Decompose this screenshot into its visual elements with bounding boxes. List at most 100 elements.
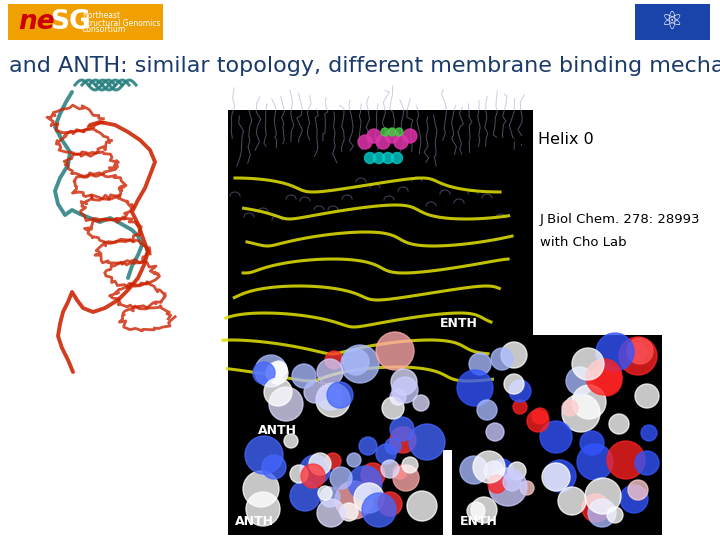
Bar bbox=[635, 4, 710, 40]
Circle shape bbox=[348, 466, 382, 500]
Circle shape bbox=[558, 487, 586, 515]
Bar bbox=[452, 335, 662, 535]
Circle shape bbox=[588, 499, 616, 527]
Circle shape bbox=[520, 481, 534, 495]
Circle shape bbox=[253, 362, 275, 384]
Circle shape bbox=[544, 460, 576, 492]
Circle shape bbox=[488, 475, 506, 493]
Circle shape bbox=[562, 400, 578, 416]
Circle shape bbox=[477, 400, 497, 420]
Circle shape bbox=[320, 487, 340, 507]
Circle shape bbox=[390, 389, 406, 405]
Circle shape bbox=[361, 463, 385, 487]
Circle shape bbox=[393, 465, 419, 491]
Circle shape bbox=[376, 332, 414, 370]
Circle shape bbox=[262, 455, 286, 479]
Circle shape bbox=[382, 152, 394, 164]
Circle shape bbox=[317, 359, 343, 385]
Circle shape bbox=[607, 507, 623, 523]
Circle shape bbox=[292, 364, 316, 388]
Circle shape bbox=[572, 385, 606, 419]
Circle shape bbox=[381, 128, 389, 136]
Circle shape bbox=[376, 135, 390, 149]
Circle shape bbox=[582, 494, 610, 522]
Text: ANTH: ANTH bbox=[258, 424, 297, 437]
Text: Northeast: Northeast bbox=[82, 11, 120, 21]
Circle shape bbox=[395, 128, 403, 136]
Circle shape bbox=[381, 460, 399, 478]
Circle shape bbox=[330, 467, 352, 489]
Circle shape bbox=[572, 348, 604, 380]
Circle shape bbox=[364, 152, 376, 164]
Circle shape bbox=[266, 362, 288, 384]
Circle shape bbox=[566, 367, 594, 395]
Circle shape bbox=[628, 480, 648, 500]
Bar bbox=[228, 110, 533, 450]
Circle shape bbox=[341, 345, 379, 383]
Circle shape bbox=[486, 423, 504, 441]
Circle shape bbox=[340, 503, 358, 521]
Circle shape bbox=[309, 453, 331, 475]
Circle shape bbox=[409, 424, 445, 460]
Circle shape bbox=[609, 414, 629, 434]
Circle shape bbox=[385, 129, 399, 143]
Circle shape bbox=[504, 374, 524, 394]
Text: J Biol Chem. 278: 28993: J Biol Chem. 278: 28993 bbox=[540, 213, 701, 226]
Circle shape bbox=[641, 425, 657, 441]
Circle shape bbox=[473, 451, 505, 483]
Circle shape bbox=[304, 381, 326, 403]
Text: ENTH: ENTH bbox=[440, 317, 478, 330]
Circle shape bbox=[469, 353, 491, 375]
Circle shape bbox=[577, 444, 613, 480]
Circle shape bbox=[586, 359, 622, 395]
Circle shape bbox=[596, 333, 634, 371]
Circle shape bbox=[491, 459, 513, 481]
Circle shape bbox=[580, 431, 604, 455]
Circle shape bbox=[246, 492, 280, 526]
Circle shape bbox=[388, 128, 396, 136]
Circle shape bbox=[376, 444, 396, 464]
Circle shape bbox=[327, 382, 353, 408]
Circle shape bbox=[590, 364, 622, 396]
Circle shape bbox=[503, 473, 521, 491]
Circle shape bbox=[540, 421, 572, 453]
Circle shape bbox=[316, 383, 350, 417]
Bar bbox=[8, 4, 163, 40]
Circle shape bbox=[484, 461, 504, 481]
Text: ENTH: ENTH bbox=[460, 515, 498, 528]
Circle shape bbox=[367, 129, 381, 143]
Circle shape bbox=[562, 394, 600, 432]
Circle shape bbox=[407, 491, 437, 521]
Circle shape bbox=[359, 437, 377, 455]
Text: ENTH and ANTH: similar topology, different membrane binding mechanism: ENTH and ANTH: similar topology, differe… bbox=[0, 56, 720, 76]
Circle shape bbox=[457, 370, 493, 406]
Text: SG: SG bbox=[50, 9, 91, 35]
Circle shape bbox=[585, 478, 621, 514]
Text: ANTH: ANTH bbox=[235, 515, 274, 528]
Circle shape bbox=[245, 436, 283, 474]
Circle shape bbox=[391, 369, 417, 395]
Bar bbox=[228, 335, 443, 535]
Circle shape bbox=[413, 395, 429, 411]
Circle shape bbox=[471, 497, 497, 523]
Circle shape bbox=[343, 349, 369, 375]
Circle shape bbox=[527, 410, 549, 432]
Text: Structural Genomics: Structural Genomics bbox=[82, 18, 161, 28]
Circle shape bbox=[509, 380, 531, 402]
Circle shape bbox=[335, 481, 373, 519]
Circle shape bbox=[374, 152, 384, 164]
Circle shape bbox=[325, 453, 341, 469]
Circle shape bbox=[255, 355, 287, 387]
Circle shape bbox=[301, 464, 325, 488]
Circle shape bbox=[378, 492, 402, 516]
Circle shape bbox=[392, 152, 402, 164]
Circle shape bbox=[390, 417, 414, 441]
Text: ⚛: ⚛ bbox=[661, 10, 683, 34]
Circle shape bbox=[542, 463, 570, 491]
Circle shape bbox=[619, 337, 657, 375]
Circle shape bbox=[385, 438, 401, 454]
Text: with Cho Lab: with Cho Lab bbox=[540, 235, 626, 248]
Circle shape bbox=[354, 483, 384, 513]
Circle shape bbox=[467, 502, 485, 520]
Circle shape bbox=[501, 342, 527, 368]
